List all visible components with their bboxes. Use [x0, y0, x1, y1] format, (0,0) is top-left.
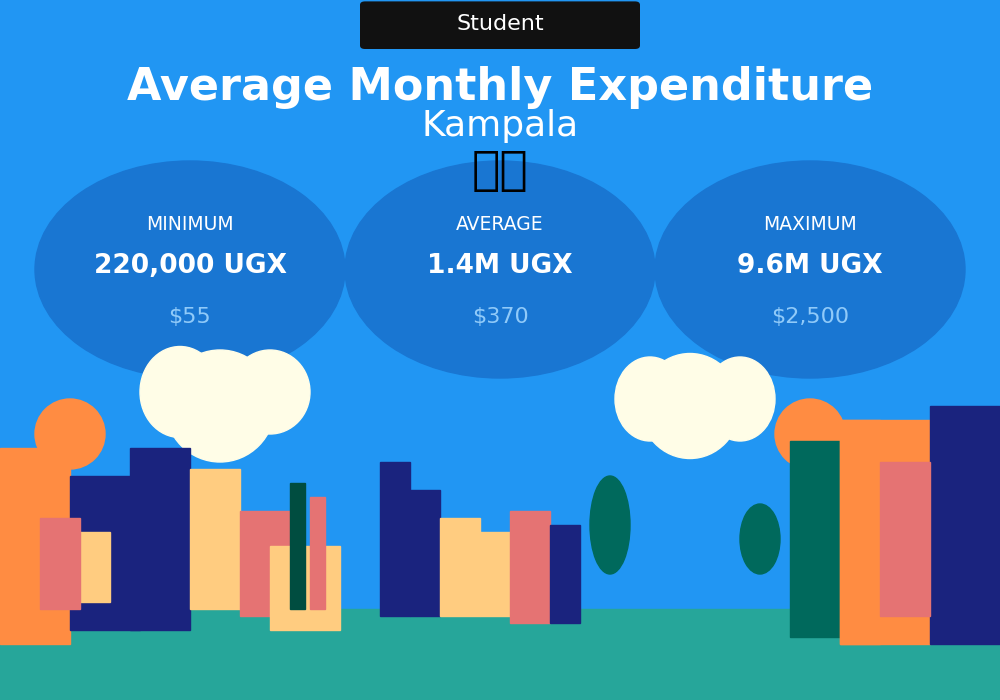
Bar — [380, 462, 410, 616]
Text: AVERAGE: AVERAGE — [456, 214, 544, 234]
Bar — [290, 483, 305, 609]
Text: $55: $55 — [169, 307, 211, 327]
Ellipse shape — [35, 399, 105, 469]
Bar — [240, 511, 290, 616]
Text: Kampala: Kampala — [421, 109, 579, 143]
Bar — [840, 420, 880, 644]
Ellipse shape — [705, 357, 775, 441]
Ellipse shape — [615, 357, 685, 441]
Text: $370: $370 — [472, 307, 528, 327]
Bar — [70, 476, 140, 630]
Bar — [550, 525, 580, 623]
Bar — [60, 532, 110, 602]
Bar — [930, 406, 1000, 644]
Text: MINIMUM: MINIMUM — [146, 214, 234, 234]
Circle shape — [35, 161, 345, 378]
Bar — [270, 546, 340, 630]
Text: $2,500: $2,500 — [771, 307, 849, 327]
Ellipse shape — [775, 399, 845, 469]
Ellipse shape — [640, 354, 740, 458]
Bar — [0, 448, 70, 644]
Text: MAXIMUM: MAXIMUM — [763, 214, 857, 234]
Bar — [310, 497, 325, 609]
Text: 1.4M UGX: 1.4M UGX — [427, 253, 573, 279]
Ellipse shape — [230, 350, 310, 434]
Ellipse shape — [165, 350, 275, 462]
Bar — [40, 518, 80, 609]
Bar — [480, 532, 520, 616]
Text: Average Monthly Expenditure: Average Monthly Expenditure — [127, 66, 873, 109]
Bar — [440, 518, 480, 616]
Text: 220,000 UGX: 220,000 UGX — [94, 253, 287, 279]
Bar — [190, 469, 240, 609]
Circle shape — [345, 161, 655, 378]
Bar — [790, 441, 840, 637]
Text: 9.6M UGX: 9.6M UGX — [737, 253, 883, 279]
FancyBboxPatch shape — [360, 1, 640, 49]
Bar — [130, 448, 190, 630]
Text: Student: Student — [456, 15, 544, 34]
Bar — [880, 462, 930, 616]
Bar — [510, 511, 550, 623]
Ellipse shape — [590, 476, 630, 574]
Bar — [0, 609, 1000, 700]
Ellipse shape — [140, 346, 220, 438]
Bar — [840, 420, 930, 644]
Circle shape — [655, 161, 965, 378]
Text: 🇺🇬: 🇺🇬 — [472, 149, 528, 194]
Bar — [410, 490, 440, 616]
Ellipse shape — [740, 504, 780, 574]
